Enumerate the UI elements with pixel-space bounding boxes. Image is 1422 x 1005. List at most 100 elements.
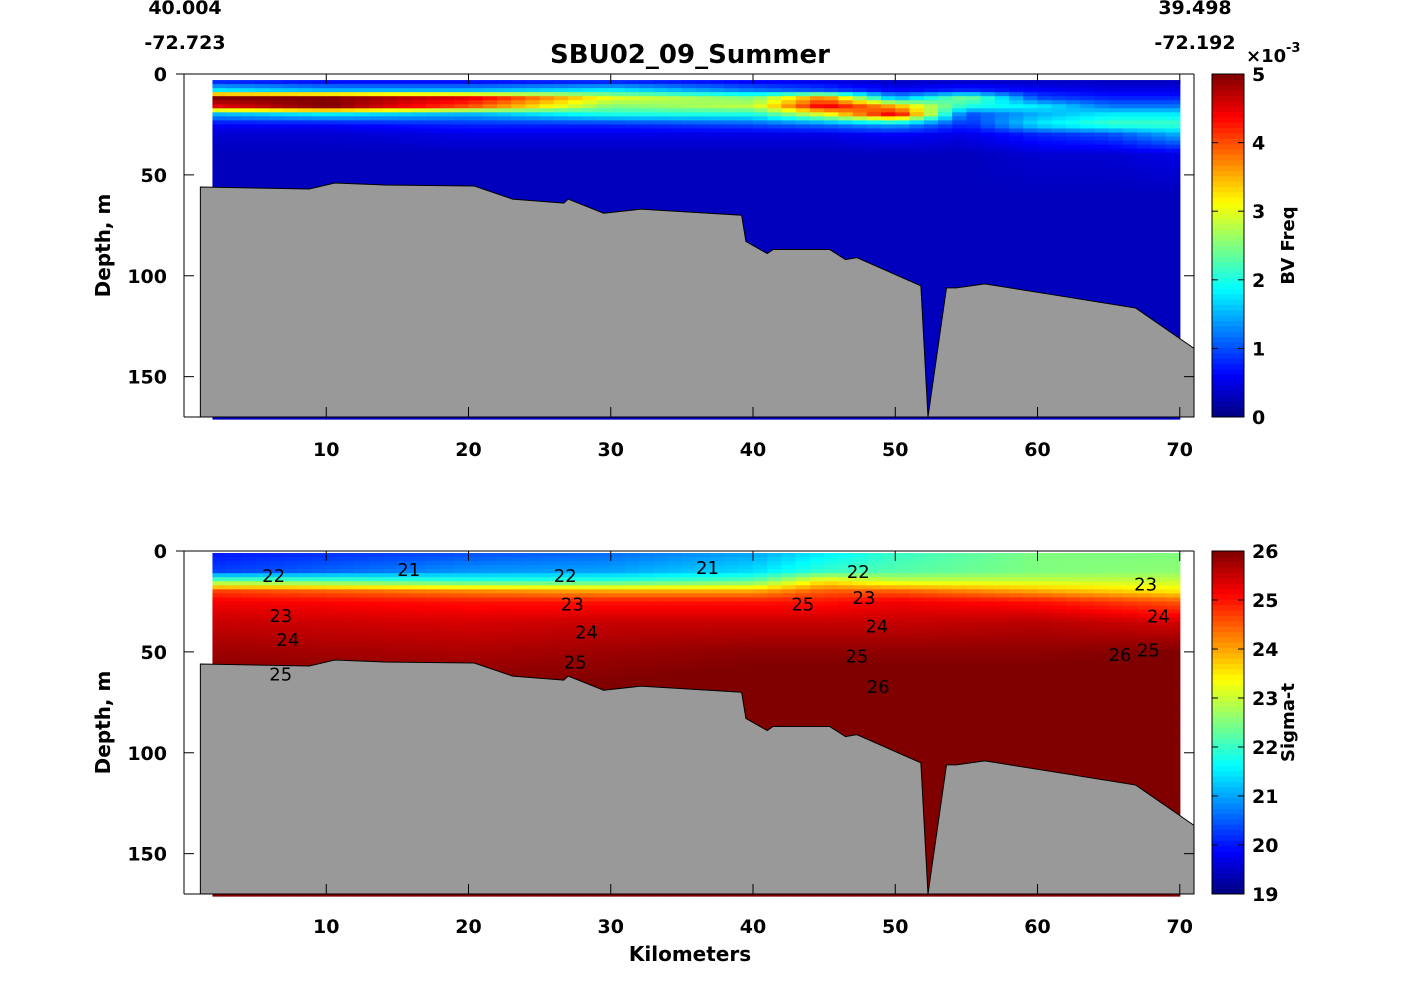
heatmap-cell bbox=[454, 104, 470, 109]
heatmap-cell bbox=[340, 160, 356, 166]
heatmap-cell bbox=[980, 253, 996, 259]
heatmap-cell bbox=[411, 164, 427, 170]
heatmap-cell bbox=[966, 180, 982, 186]
heatmap-cell bbox=[212, 80, 228, 85]
heatmap-cell bbox=[283, 80, 299, 85]
heatmap-cell bbox=[781, 164, 797, 170]
heatmap-cell bbox=[525, 136, 541, 142]
heatmap-cell bbox=[937, 229, 953, 234]
heatmap-cell bbox=[881, 213, 896, 218]
heatmap-cell bbox=[269, 80, 285, 85]
heatmap-cell bbox=[1037, 261, 1053, 267]
heatmap-cell bbox=[838, 213, 854, 218]
heatmap-cell bbox=[525, 104, 541, 109]
heatmap-cell bbox=[824, 80, 839, 85]
heatmap-cell bbox=[226, 160, 242, 166]
heatmap-cell bbox=[568, 80, 583, 85]
start-lon-label: -72.723 bbox=[144, 32, 225, 54]
heatmap-cell bbox=[226, 168, 242, 174]
heatmap-cell bbox=[610, 88, 626, 93]
heatmap-cell bbox=[667, 112, 683, 117]
heatmap-cell bbox=[1023, 261, 1039, 267]
heatmap-cell bbox=[653, 180, 669, 186]
heatmap-cell bbox=[553, 120, 569, 126]
heatmap-cell bbox=[724, 92, 740, 97]
heatmap-cell bbox=[525, 100, 541, 105]
heatmap-cell bbox=[553, 136, 569, 142]
heatmap-cell bbox=[639, 140, 655, 146]
heatmap-cell bbox=[966, 176, 982, 182]
heatmap-cell bbox=[838, 201, 854, 206]
heatmap-cell bbox=[255, 104, 270, 109]
heatmap-cell bbox=[596, 172, 612, 178]
heatmap-cell bbox=[667, 205, 683, 210]
heatmap-cell bbox=[952, 225, 967, 230]
heatmap-cell bbox=[881, 144, 896, 150]
heatmap-cell bbox=[1037, 104, 1053, 109]
heatmap-cell bbox=[411, 124, 427, 130]
heatmap-cell bbox=[240, 144, 256, 150]
heatmap-cell bbox=[909, 168, 925, 174]
heatmap-cell bbox=[852, 128, 868, 134]
heatmap-cell bbox=[838, 124, 854, 130]
heatmap-cell bbox=[824, 156, 839, 162]
heatmap-cell bbox=[866, 108, 882, 113]
heatmap-cell bbox=[795, 164, 811, 170]
heatmap-cell bbox=[639, 176, 655, 182]
heatmap-cell bbox=[1009, 273, 1024, 279]
heatmap-cell bbox=[994, 241, 1010, 247]
heatmap-cell bbox=[440, 84, 455, 89]
heatmap-cell bbox=[881, 136, 896, 142]
heatmap-cell bbox=[1037, 289, 1053, 295]
heatmap-cell bbox=[824, 140, 839, 146]
heatmap-cell bbox=[610, 132, 626, 138]
heatmap-cell bbox=[767, 176, 783, 182]
heatmap-cell bbox=[255, 128, 270, 134]
heatmap-cell bbox=[781, 189, 797, 194]
heatmap-cell bbox=[624, 176, 640, 182]
heatmap-cell bbox=[866, 245, 882, 251]
heatmap-cell bbox=[340, 168, 356, 174]
heatmap-cell bbox=[255, 84, 270, 89]
heatmap-cell bbox=[212, 112, 228, 117]
heatmap-cell bbox=[1023, 164, 1039, 170]
heatmap-cell bbox=[653, 112, 669, 117]
heatmap-cell bbox=[994, 112, 1010, 117]
heatmap-cell bbox=[283, 176, 299, 182]
heatmap-cell bbox=[255, 148, 270, 154]
heatmap-cell bbox=[966, 229, 982, 234]
heatmap-cell bbox=[895, 233, 911, 239]
heatmap-cell bbox=[767, 100, 783, 105]
heatmap-cell bbox=[838, 184, 854, 190]
heatmap-cell bbox=[881, 172, 896, 178]
heatmap-cell bbox=[553, 164, 569, 170]
heatmap-cell bbox=[1051, 108, 1067, 113]
heatmap-cell bbox=[667, 156, 683, 162]
heatmap-cell bbox=[1037, 221, 1053, 226]
heatmap-cell bbox=[781, 245, 797, 251]
heatmap-cell bbox=[425, 100, 441, 105]
heatmap-cell bbox=[568, 172, 583, 178]
heatmap-cell bbox=[966, 128, 982, 134]
heatmap-cell bbox=[866, 168, 882, 174]
heatmap-cell bbox=[1051, 152, 1067, 158]
heatmap-cell bbox=[596, 152, 612, 158]
heatmap-cell bbox=[582, 84, 598, 89]
heatmap-cell bbox=[624, 108, 640, 113]
heatmap-cell bbox=[269, 116, 285, 122]
heatmap-cell bbox=[397, 172, 413, 178]
heatmap-cell bbox=[824, 104, 839, 109]
heatmap-cell bbox=[553, 96, 569, 101]
heatmap-cell bbox=[881, 96, 896, 101]
heatmap-cell bbox=[909, 253, 925, 259]
heatmap-cell bbox=[653, 184, 669, 190]
heatmap-cell bbox=[937, 152, 953, 158]
heatmap-cell bbox=[852, 160, 868, 166]
heatmap-cell bbox=[909, 180, 925, 186]
heatmap-cell bbox=[553, 92, 569, 97]
heatmap-cell bbox=[326, 132, 342, 138]
heatmap-cell bbox=[425, 116, 441, 122]
heatmap-cell bbox=[738, 197, 754, 202]
heatmap-cell bbox=[738, 112, 754, 117]
